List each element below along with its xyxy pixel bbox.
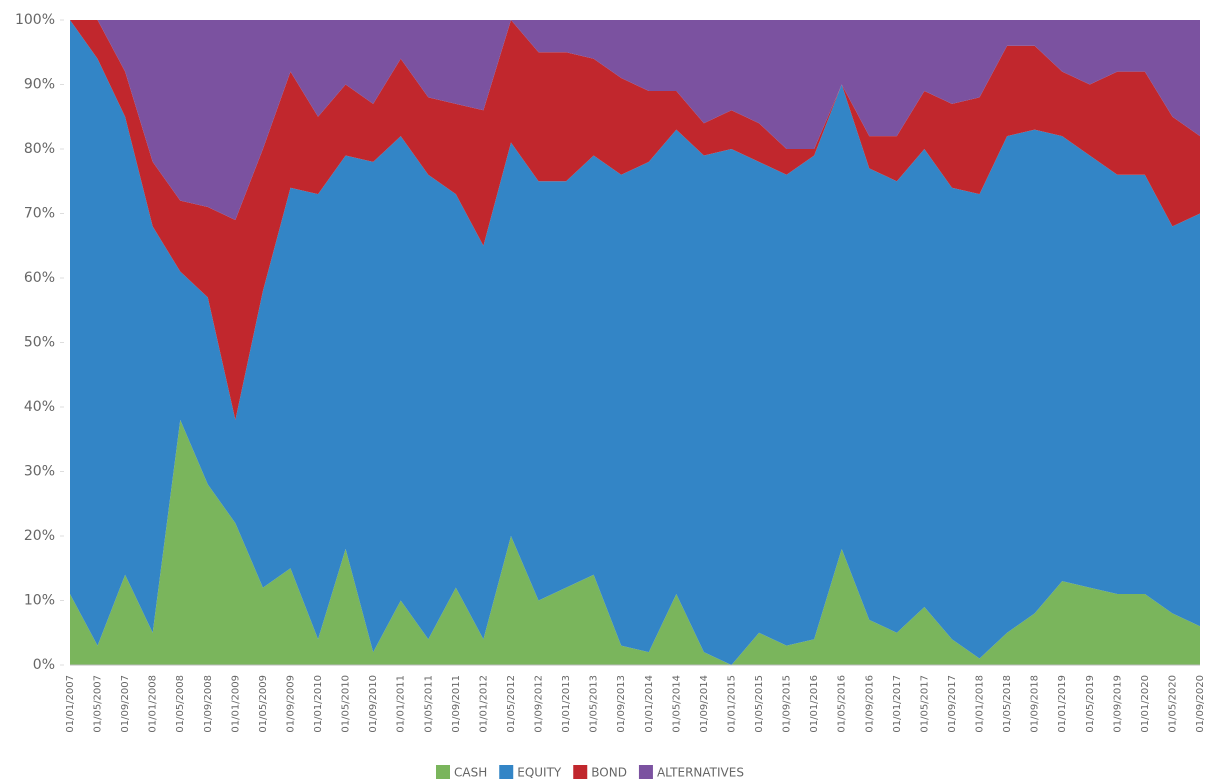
x-tick-label: 01/01/2015	[726, 675, 737, 733]
legend-label: CASH	[454, 766, 487, 780]
x-tick-label: 01/01/2018	[975, 675, 986, 733]
legend-label: ALTERNATIVES	[657, 766, 744, 780]
y-tick-label: 100%	[15, 12, 55, 28]
x-tick-label: 01/09/2016	[864, 675, 875, 733]
x-tick-label: 01/09/2010	[368, 675, 379, 733]
x-tick-label: 01/01/2020	[1140, 675, 1151, 733]
legend-swatch	[436, 765, 450, 779]
legend-label: EQUITY	[517, 766, 562, 780]
x-tick-label: 01/05/2008	[175, 675, 186, 733]
y-tick-label: 70%	[24, 206, 55, 222]
x-tick-label: 01/05/2009	[258, 675, 269, 733]
legend-label: BOND	[591, 766, 627, 780]
x-tick-label: 01/05/2012	[506, 675, 517, 733]
y-tick-label: 80%	[24, 141, 55, 157]
x-tick-label: 01/05/2017	[919, 675, 930, 733]
x-tick-label: 01/05/2018	[1002, 675, 1013, 733]
x-tick-label: 01/01/2012	[478, 675, 489, 733]
x-tick-label: 01/09/2013	[616, 675, 627, 733]
x-tick-label: 01/01/2014	[644, 675, 655, 733]
x-tick-label: 01/09/2009	[285, 675, 296, 733]
y-tick-label: 30%	[24, 464, 55, 480]
area	[70, 419, 1200, 665]
x-tick-label: 01/01/2016	[809, 675, 820, 733]
x-tick-label: 01/01/2008	[148, 675, 159, 733]
y-tick-label: 40%	[24, 399, 55, 415]
x-tick-label: 01/09/2018	[1030, 675, 1041, 733]
x-tick-label: 01/09/2017	[947, 675, 958, 733]
x-tick-label: 01/09/2014	[699, 675, 710, 733]
y-tick-label: 10%	[24, 593, 55, 609]
x-tick-label: 01/09/2019	[1112, 675, 1123, 733]
area	[70, 20, 1200, 420]
x-tick-label: 01/01/2013	[561, 675, 572, 733]
x-tick-label: 01/09/2007	[120, 675, 131, 733]
y-tick-label: 90%	[24, 77, 55, 93]
x-tick-label: 01/09/2008	[203, 675, 214, 733]
x-tick-label: 01/01/2019	[1057, 675, 1068, 733]
x-tick-label: 01/05/2013	[589, 675, 600, 733]
x-tick-label: 01/05/2007	[93, 675, 104, 733]
x-tick-label: 01/01/2017	[892, 675, 903, 733]
y-tick-label: 50%	[24, 335, 55, 351]
legend-swatch	[638, 765, 653, 779]
y-tick-label: 60%	[24, 270, 55, 286]
x-tick-label: 01/09/2011	[451, 675, 462, 733]
y-tick-label: 20%	[24, 528, 55, 544]
x-tick-label: 01/01/2011	[396, 675, 407, 733]
area	[70, 20, 1200, 220]
x-tick-label: 01/05/2019	[1085, 675, 1096, 733]
x-tick-label: 01/09/2020	[1195, 675, 1206, 733]
legend-swatch	[499, 765, 514, 779]
x-tick-label: 01/09/2015	[782, 675, 793, 733]
x-tick-label: 01/05/2015	[754, 675, 765, 733]
x-tick-label: 01/01/2010	[313, 675, 324, 733]
x-tick-label: 01/05/2010	[341, 675, 352, 733]
legend-swatch	[573, 765, 588, 779]
x-tick-label: 01/01/2009	[230, 675, 241, 733]
x-tick-label: 01/05/2020	[1167, 675, 1178, 733]
area	[70, 20, 1200, 665]
x-tick-label: 01/05/2014	[671, 675, 682, 733]
x-tick-label: 01/05/2016	[837, 675, 848, 733]
y-tick-label: 0%	[33, 657, 55, 673]
x-tick-label: 01/09/2012	[534, 675, 545, 733]
x-tick-label: 01/01/2007	[65, 675, 76, 733]
x-tick-label: 01/05/2011	[423, 675, 434, 733]
